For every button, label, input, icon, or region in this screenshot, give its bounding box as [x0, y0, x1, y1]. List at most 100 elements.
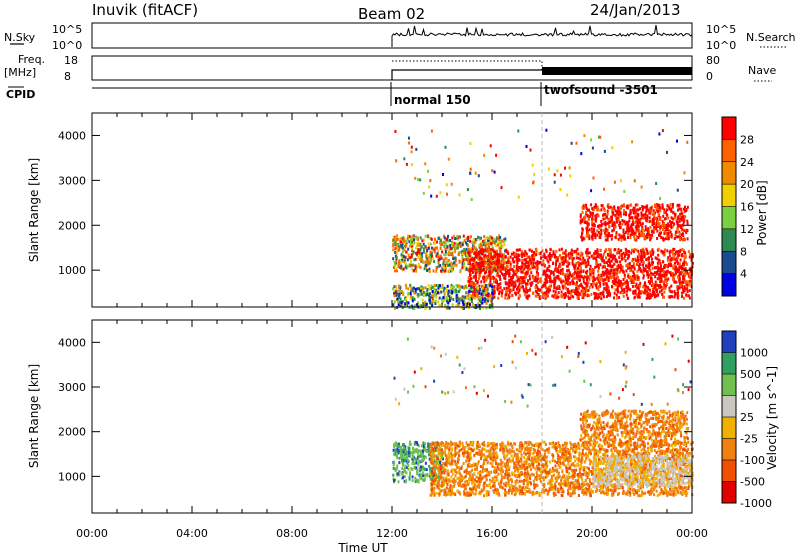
range-cell	[685, 231, 688, 234]
range-cell	[428, 287, 431, 291]
range-cell	[520, 280, 523, 284]
range-cell	[619, 179, 622, 183]
range-cell	[487, 259, 489, 263]
range-cell	[672, 252, 675, 256]
range-cell	[475, 265, 478, 269]
range-cell	[606, 234, 609, 237]
range-cell	[504, 270, 507, 274]
range-cell	[502, 264, 505, 268]
range-cell	[610, 268, 613, 272]
range-cell	[472, 265, 475, 269]
range-cell	[428, 296, 431, 300]
range-cell	[396, 447, 399, 451]
range-cell	[478, 276, 480, 280]
range-cell	[489, 258, 492, 262]
range-cell	[643, 255, 646, 259]
range-cell	[669, 259, 672, 263]
range-cell	[431, 296, 434, 300]
range-cell	[402, 443, 405, 446]
range-cell	[525, 460, 528, 464]
range-cell	[470, 264, 473, 268]
range-cell	[442, 262, 445, 266]
range-cell	[483, 300, 486, 303]
range-cell	[482, 264, 485, 268]
range-cell	[644, 281, 646, 285]
range-cell	[480, 292, 483, 296]
range-cell	[455, 304, 458, 308]
range-cell	[687, 274, 690, 278]
range-cell	[509, 288, 512, 292]
range-cell	[657, 247, 660, 251]
range-cell	[617, 216, 620, 220]
range-cell	[667, 258, 669, 262]
range-cell	[676, 204, 679, 208]
range-cell	[533, 251, 536, 255]
range-cell	[491, 479, 494, 483]
range-cell	[670, 224, 673, 228]
range-cell	[642, 463, 645, 467]
range-cell	[447, 252, 450, 256]
range-cell	[481, 247, 484, 251]
range-cell	[444, 303, 447, 307]
range-cell	[520, 250, 523, 254]
range-cell	[631, 208, 634, 212]
range-cell	[618, 233, 621, 237]
range-cell	[580, 282, 583, 286]
nave-trace-line	[392, 60, 543, 70]
range-cell	[392, 287, 395, 291]
range-cell	[606, 229, 609, 233]
range-cell	[405, 283, 407, 287]
range-cell	[604, 221, 607, 224]
range-cell	[495, 462, 497, 465]
range-cell	[513, 255, 516, 259]
range-cell	[414, 176, 417, 180]
range-cell	[644, 225, 647, 229]
range-cell	[433, 241, 436, 245]
range-cell	[468, 251, 471, 255]
range-cell	[433, 260, 436, 263]
range-cell	[585, 248, 588, 252]
range-cell	[424, 442, 426, 446]
range-cell	[414, 257, 417, 261]
range-cell	[584, 221, 587, 224]
range-cell	[498, 234, 501, 238]
range-cell	[659, 217, 662, 221]
range-cell	[461, 243, 464, 247]
range-cell	[647, 257, 650, 260]
range-cell	[629, 277, 632, 281]
range-cell	[615, 268, 618, 272]
range-cell	[647, 263, 650, 267]
range-cell	[401, 455, 404, 459]
range-cell	[658, 485, 661, 489]
range-cell	[678, 215, 681, 219]
range-cell	[421, 467, 424, 471]
range-cell	[649, 250, 652, 254]
range-cell	[402, 476, 404, 480]
range-cell	[408, 454, 411, 458]
range-cell	[596, 205, 599, 209]
range-cell	[581, 294, 584, 298]
range-cell	[614, 280, 617, 284]
range-cell	[543, 269, 546, 273]
range-cell	[500, 294, 503, 298]
range-cell	[534, 261, 537, 265]
range-cell	[659, 270, 662, 274]
range-cell	[549, 279, 551, 283]
range-cell	[419, 178, 422, 182]
range-cell	[461, 301, 464, 305]
range-cell	[441, 250, 444, 254]
range-cell	[566, 260, 569, 264]
freq-label-2: [MHz]	[4, 66, 36, 79]
range-cell	[461, 262, 464, 266]
range-cell	[413, 258, 416, 262]
range-cell	[403, 450, 406, 454]
range-cell	[411, 457, 414, 461]
range-cell	[685, 262, 688, 266]
range-cell	[613, 273, 616, 277]
range-cell	[650, 254, 652, 258]
range-cell	[478, 243, 481, 247]
range-cell	[501, 245, 504, 249]
range-cell	[468, 293, 471, 297]
range-cell	[478, 299, 481, 303]
range-cell	[507, 287, 510, 291]
